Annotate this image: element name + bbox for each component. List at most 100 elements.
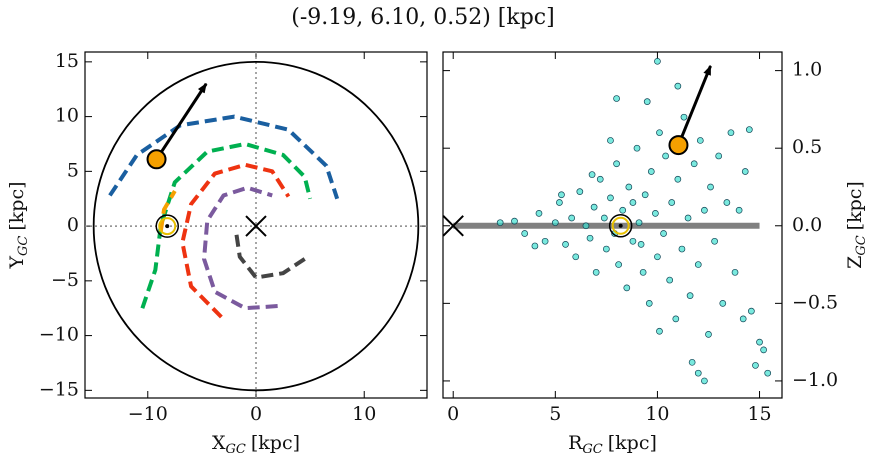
star-point xyxy=(603,245,610,253)
axis-label-main: Z xyxy=(844,256,866,269)
star-point xyxy=(741,168,749,175)
x-tick-label: −10 xyxy=(128,403,168,425)
axis-label-main: R xyxy=(568,432,583,454)
star-point xyxy=(666,276,674,284)
axis-label-unit: [kpc] xyxy=(608,432,657,454)
star-point xyxy=(496,219,504,227)
star-point xyxy=(727,129,735,137)
star-point xyxy=(637,241,645,248)
star-point xyxy=(521,230,529,237)
star-point xyxy=(535,210,543,217)
star-point xyxy=(615,261,622,268)
star-point xyxy=(688,358,696,366)
star-point xyxy=(701,206,708,214)
y-tick-label: 0.5 xyxy=(792,136,822,158)
spiral-arm xyxy=(202,185,278,311)
star-point xyxy=(639,268,647,276)
star-point xyxy=(511,217,518,225)
star-point xyxy=(619,206,627,214)
star-point xyxy=(596,175,604,183)
star-point xyxy=(690,160,698,168)
star-point xyxy=(654,57,661,65)
star-point xyxy=(625,183,633,191)
star-point xyxy=(645,300,653,307)
star-position xyxy=(146,149,167,170)
star-point xyxy=(656,327,663,335)
star-point xyxy=(752,362,759,369)
star-point xyxy=(672,315,680,323)
star-point xyxy=(652,210,659,217)
star-point xyxy=(686,292,694,299)
y-tick-label: −15 xyxy=(39,378,79,400)
star-point xyxy=(678,245,686,253)
axis-label-sub: GC xyxy=(582,442,602,457)
figure-title: (-9.19, 6.10, 0.52) [kpc] xyxy=(291,5,554,30)
star-point xyxy=(701,377,708,385)
axis-label-main: Y xyxy=(6,256,28,270)
star-point xyxy=(600,214,608,222)
star-point xyxy=(562,241,569,248)
star-point xyxy=(735,206,743,214)
star-point xyxy=(715,152,723,160)
spiral-arm xyxy=(234,234,306,280)
star-point xyxy=(694,369,702,377)
axis-label-sub: GC xyxy=(854,235,869,255)
y-tick-label: −5 xyxy=(51,269,79,291)
star-point xyxy=(660,230,667,237)
x-tick-label: 0 xyxy=(447,403,459,425)
spiral-arm xyxy=(140,141,313,309)
y-tick-label: 0.0 xyxy=(792,214,822,236)
star-point xyxy=(558,191,565,199)
axis-label-sub: GC xyxy=(16,236,31,256)
sun-dot xyxy=(165,224,170,229)
galactic-center xyxy=(442,215,464,237)
star-point xyxy=(572,253,580,261)
star-point xyxy=(607,137,614,144)
spiral-arm xyxy=(180,162,291,319)
star-point xyxy=(674,175,682,183)
star-point xyxy=(748,307,755,315)
star-point xyxy=(629,237,637,245)
x-tick-label: 10 xyxy=(645,403,669,425)
star-point xyxy=(731,268,739,276)
y-tick-label: −0.5 xyxy=(792,291,838,313)
star-point xyxy=(668,199,676,206)
star-point xyxy=(607,194,614,202)
y-tick-label: −10 xyxy=(39,324,79,346)
star-point xyxy=(696,137,704,144)
star-point xyxy=(588,171,596,178)
star-point xyxy=(707,183,714,191)
star-point xyxy=(723,199,731,206)
star-point xyxy=(531,242,539,250)
star-point xyxy=(582,222,590,230)
star-point xyxy=(556,199,563,206)
star-point xyxy=(680,113,688,121)
star-point xyxy=(590,203,598,211)
star-point xyxy=(739,315,747,323)
axis-label: RGC [kpc] xyxy=(568,432,657,457)
star-point xyxy=(756,338,763,346)
velocity-arrow xyxy=(155,82,208,161)
star-point xyxy=(586,234,594,242)
star-point xyxy=(641,191,649,199)
y-tick-label: 5 xyxy=(67,159,79,181)
star-point xyxy=(623,284,631,292)
star-point xyxy=(541,237,549,245)
star-point xyxy=(705,331,712,338)
star-point xyxy=(633,144,641,152)
disk-boundary xyxy=(92,60,420,392)
x-tick-label: 10 xyxy=(352,403,376,425)
spiral-arm xyxy=(158,190,177,232)
y-tick-label: 1.0 xyxy=(792,59,822,81)
star-point xyxy=(647,168,655,175)
sun-ring xyxy=(611,216,630,235)
star-point xyxy=(760,346,767,354)
axis-label-unit: [kpc] xyxy=(6,181,28,230)
star-point xyxy=(674,82,682,90)
star-point xyxy=(643,98,651,106)
sun-ring xyxy=(158,217,177,236)
axis-label-unit: [kpc] xyxy=(251,432,300,454)
sun-dot xyxy=(618,223,623,228)
star-point xyxy=(694,261,702,268)
